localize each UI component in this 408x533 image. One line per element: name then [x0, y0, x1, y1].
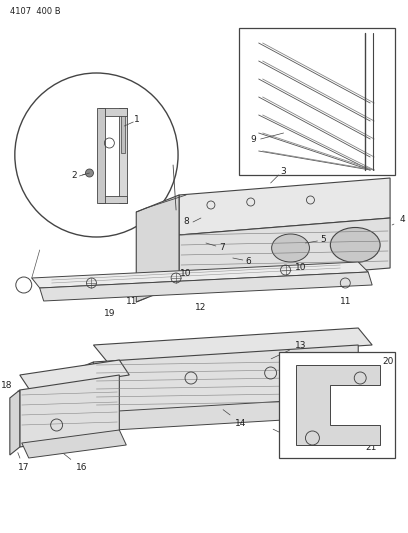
Text: 11: 11: [126, 297, 137, 306]
Text: 6: 6: [246, 257, 251, 266]
Text: 3: 3: [281, 167, 286, 176]
Text: 11: 11: [339, 297, 351, 306]
Text: 18: 18: [1, 381, 20, 392]
Text: 5: 5: [320, 236, 326, 245]
Text: 8: 8: [183, 217, 189, 227]
Text: 15: 15: [273, 429, 301, 445]
Polygon shape: [62, 362, 93, 428]
Text: 12: 12: [195, 303, 206, 312]
Text: 10: 10: [295, 263, 306, 272]
Bar: [279, 352, 395, 458]
Polygon shape: [32, 262, 368, 288]
Polygon shape: [93, 328, 372, 362]
Text: 9: 9: [251, 135, 257, 144]
Text: 2: 2: [71, 172, 77, 181]
Text: 14: 14: [223, 410, 246, 427]
Polygon shape: [20, 375, 119, 447]
Text: 1: 1: [134, 116, 140, 125]
Polygon shape: [10, 390, 20, 455]
Polygon shape: [179, 178, 390, 235]
Polygon shape: [40, 272, 372, 301]
Polygon shape: [20, 360, 129, 390]
Text: 19: 19: [104, 310, 115, 319]
Bar: [239, 28, 395, 175]
Polygon shape: [102, 397, 368, 430]
Polygon shape: [100, 196, 127, 203]
Polygon shape: [100, 108, 127, 116]
Polygon shape: [93, 345, 358, 415]
Polygon shape: [121, 113, 125, 153]
Ellipse shape: [330, 228, 380, 262]
Circle shape: [86, 169, 93, 177]
Polygon shape: [119, 108, 127, 203]
Text: 20: 20: [382, 358, 393, 367]
Text: 13: 13: [271, 341, 306, 359]
Text: 7: 7: [219, 244, 225, 253]
Polygon shape: [295, 365, 380, 445]
Polygon shape: [98, 108, 105, 203]
Text: 4: 4: [392, 215, 405, 225]
Ellipse shape: [272, 234, 309, 262]
Text: 10: 10: [180, 269, 192, 278]
Polygon shape: [136, 195, 179, 302]
Polygon shape: [179, 218, 390, 285]
Text: 4107  400 B: 4107 400 B: [10, 7, 60, 17]
Text: 16: 16: [64, 454, 87, 472]
Text: 17: 17: [18, 453, 29, 472]
Polygon shape: [22, 430, 126, 458]
Text: 21: 21: [365, 442, 377, 451]
